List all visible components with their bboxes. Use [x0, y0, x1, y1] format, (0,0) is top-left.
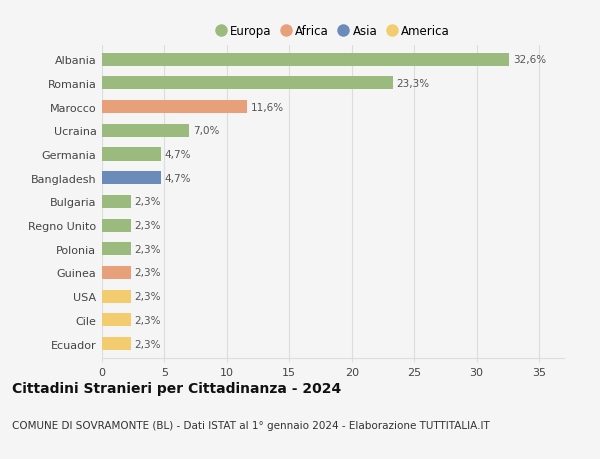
Text: 2,3%: 2,3%	[134, 268, 161, 278]
Bar	[102, 337, 131, 350]
Text: COMUNE DI SOVRAMONTE (BL) - Dati ISTAT al 1° gennaio 2024 - Elaborazione TUTTITA: COMUNE DI SOVRAMONTE (BL) - Dati ISTAT a…	[12, 420, 490, 430]
Bar	[102, 266, 131, 280]
Legend: Europa, Africa, Asia, America: Europa, Africa, Asia, America	[211, 21, 455, 43]
Text: 2,3%: 2,3%	[134, 197, 161, 207]
Bar	[102, 219, 131, 232]
Text: 2,3%: 2,3%	[134, 221, 161, 230]
Bar	[102, 243, 131, 256]
Bar	[102, 290, 131, 303]
Bar	[102, 313, 131, 327]
Text: 4,7%: 4,7%	[164, 150, 191, 160]
Text: Cittadini Stranieri per Cittadinanza - 2024: Cittadini Stranieri per Cittadinanza - 2…	[12, 381, 341, 395]
Bar	[102, 172, 161, 185]
Bar	[102, 54, 509, 67]
Text: 32,6%: 32,6%	[513, 55, 546, 65]
Text: 11,6%: 11,6%	[251, 102, 284, 112]
Bar	[102, 196, 131, 208]
Text: 2,3%: 2,3%	[134, 291, 161, 302]
Text: 2,3%: 2,3%	[134, 339, 161, 349]
Text: 2,3%: 2,3%	[134, 244, 161, 254]
Text: 7,0%: 7,0%	[193, 126, 220, 136]
Bar	[102, 77, 393, 90]
Bar	[102, 101, 247, 114]
Text: 2,3%: 2,3%	[134, 315, 161, 325]
Bar	[102, 124, 190, 138]
Bar	[102, 148, 161, 161]
Text: 23,3%: 23,3%	[397, 79, 430, 89]
Text: 4,7%: 4,7%	[164, 174, 191, 183]
